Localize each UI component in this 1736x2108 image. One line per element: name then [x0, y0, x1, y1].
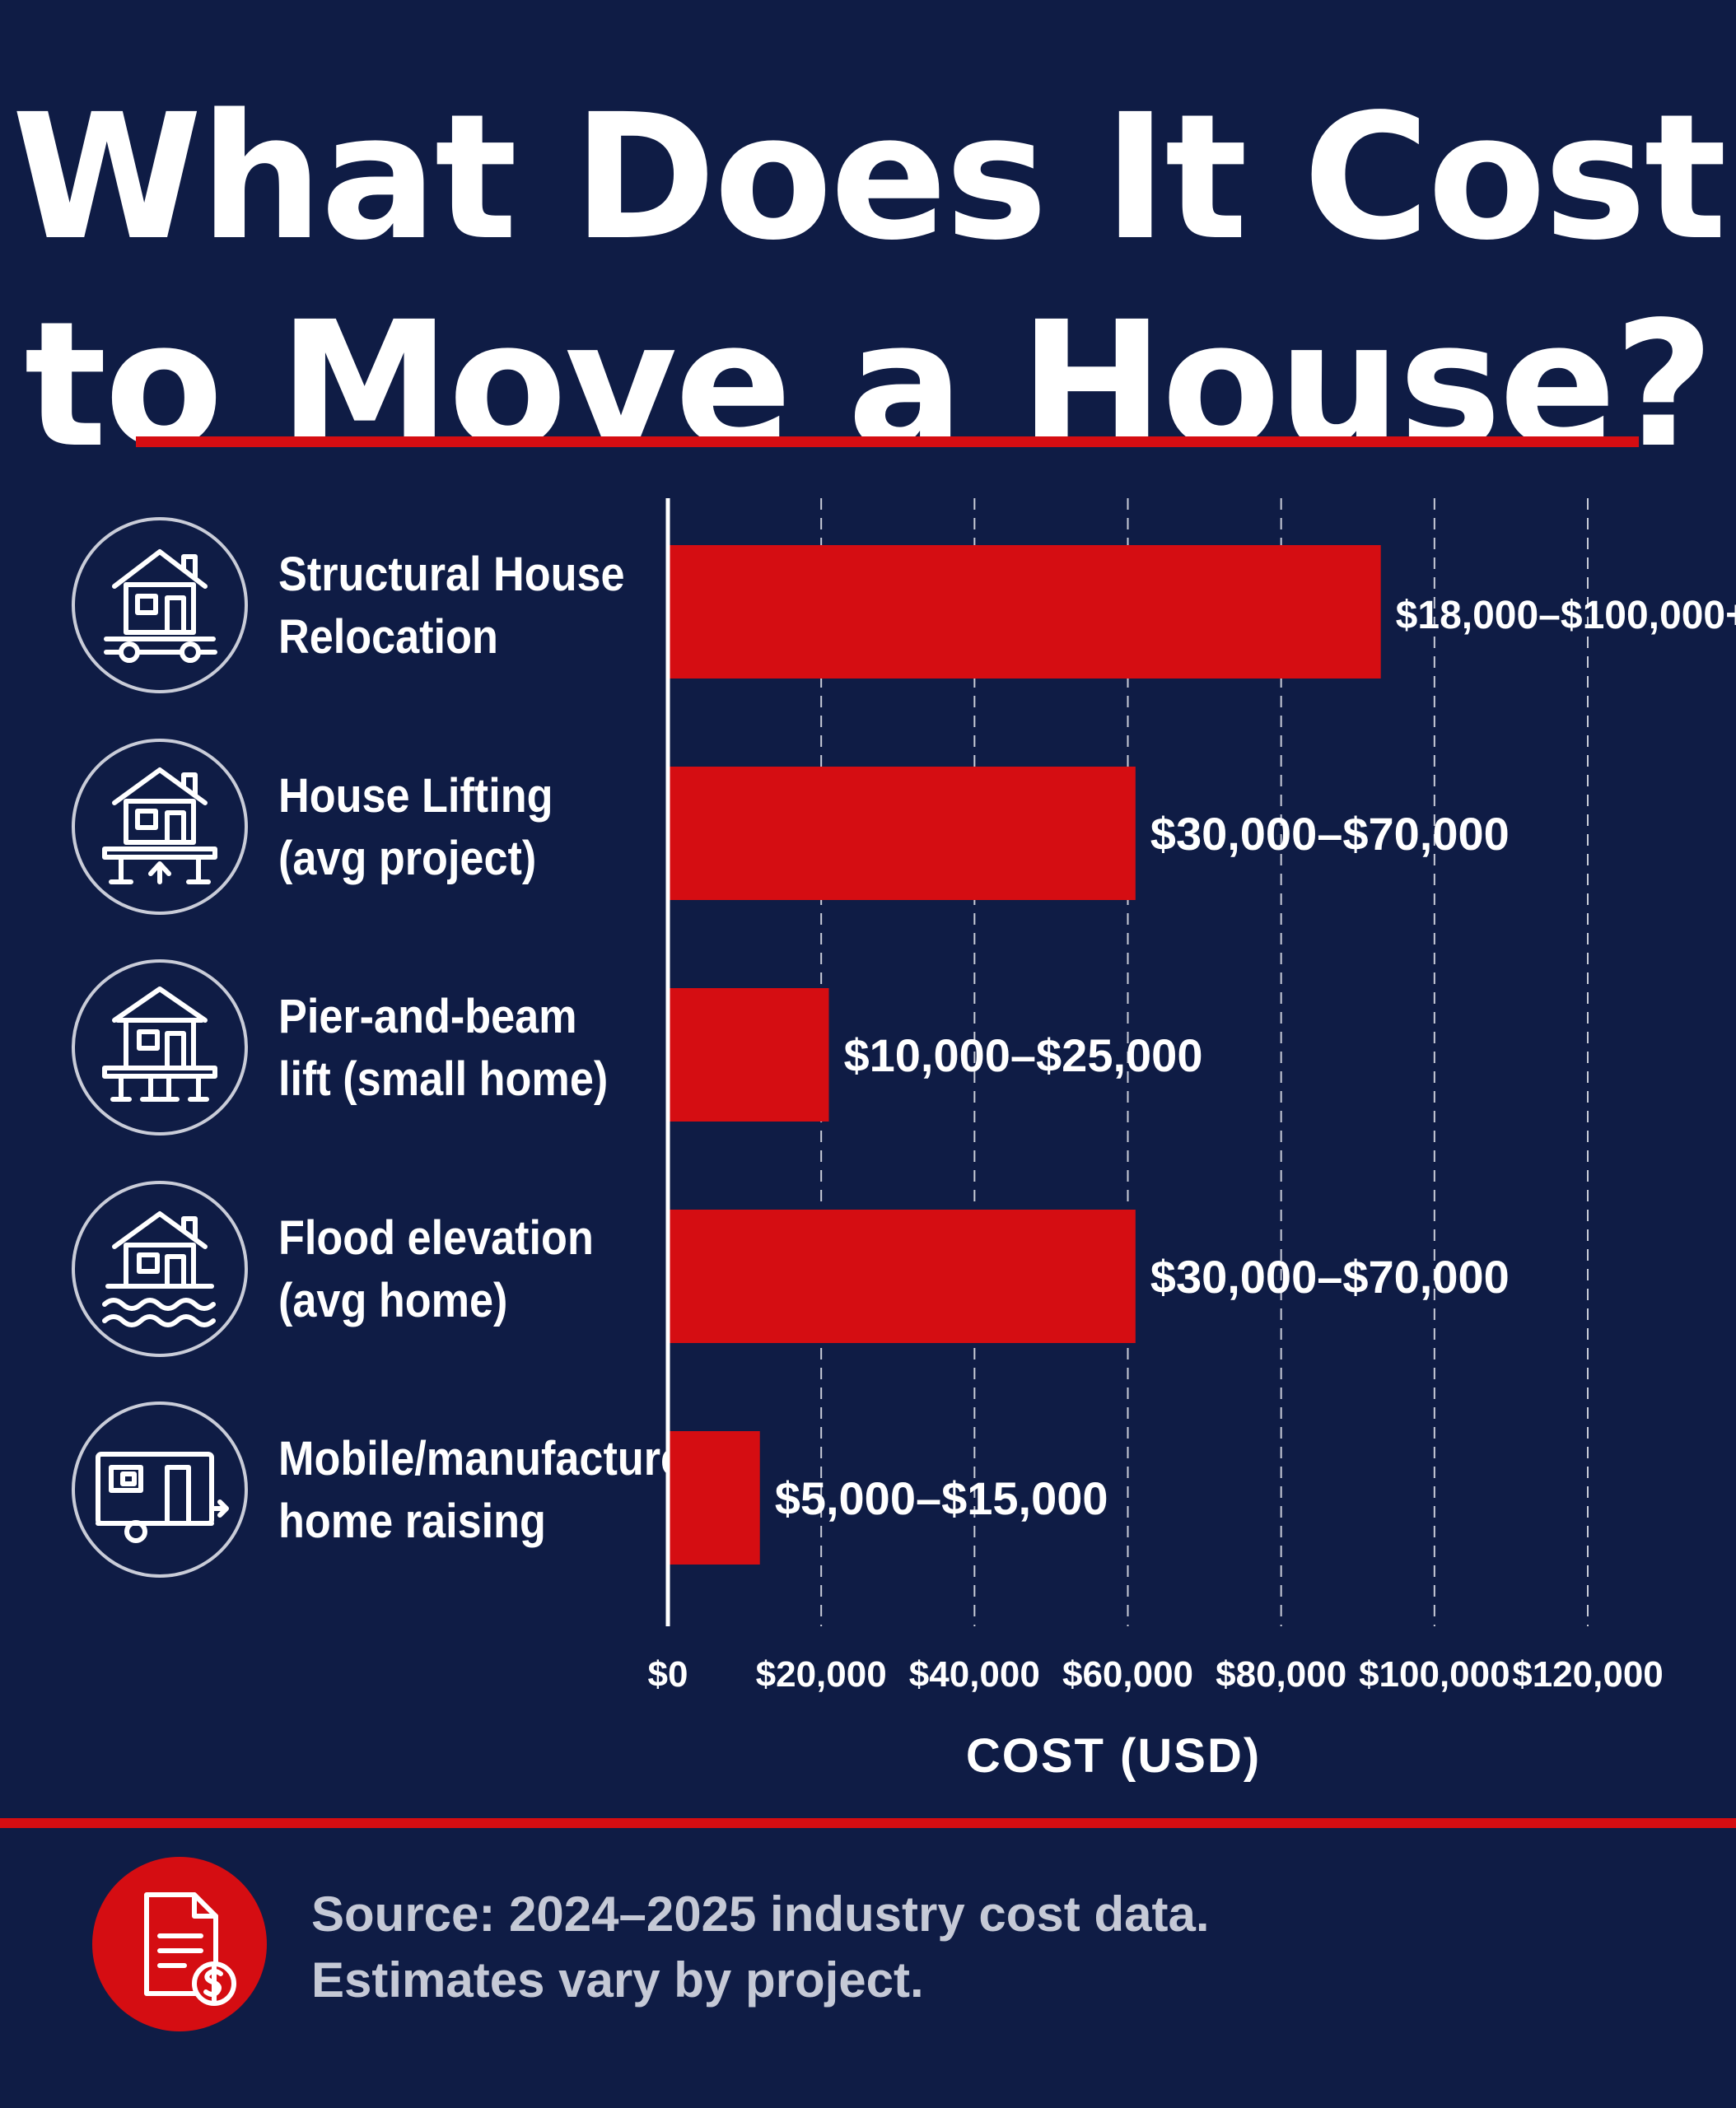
x-tick-label: $120,000: [1512, 1654, 1664, 1695]
row-label-line-1: Pier-and-beam: [278, 990, 577, 1043]
x-axis: $0 $20,000 $40,000 $60,000 $80,000 $100,000 $1…: [648, 1654, 1664, 1695]
grid-lines: [820, 498, 1589, 1626]
bar-value-label: $30,000–$70,000: [1150, 1251, 1510, 1303]
document-dollar-icon: [92, 1857, 267, 2031]
bar-value-label: $10,000–$25,000: [843, 1029, 1202, 1081]
x-tick-label: $60,000: [1062, 1654, 1193, 1695]
pier-and-beam-house-icon: [72, 959, 248, 1136]
title-line-1: What Does It Cost: [12, 77, 1727, 278]
row-label-line-1: House Lifting: [278, 769, 553, 823]
row-label-line-1: Flood elevation: [278, 1211, 594, 1265]
bar: [668, 767, 1136, 900]
bar: [668, 988, 829, 1122]
source-note: Source: 2024–2025 industry cost data. Es…: [311, 1882, 1547, 2013]
house-on-trailer-icon: [72, 517, 248, 693]
chart-title: What Does It Cost to Move a House?: [0, 74, 1736, 489]
source-line-1: Source: 2024–2025 industry cost data.: [311, 1886, 1210, 1942]
row-label-line-1: Structural House: [278, 548, 625, 601]
footer-divider: [0, 1818, 1736, 1828]
row-label-structural-relocation: Structural House Relocation: [278, 543, 634, 669]
row-label-line-2: Relocation: [278, 610, 498, 664]
bar-value-label: $18,000–$100,000+: [1396, 594, 1736, 637]
bar: [668, 1210, 1136, 1343]
house-flood-icon: [72, 1181, 248, 1357]
x-tick-label: $100,000: [1359, 1654, 1510, 1695]
mobile-home-icon: [72, 1401, 248, 1578]
house-lifting-icon: [72, 739, 248, 915]
bar-value-label: $30,000–$70,000: [1150, 808, 1510, 860]
bar: [668, 1431, 760, 1565]
row-label-line-2: home raising: [278, 1495, 546, 1548]
row-label-line-2: (avg home): [278, 1274, 508, 1327]
cost-bar-chart: $18,000–$100,000+ $30,000–$70,000 $10,000–…: [648, 498, 1736, 1783]
title-underline: [136, 436, 1639, 447]
x-axis-title: COST (USD): [966, 1729, 1261, 1783]
x-tick-label: $80,000: [1216, 1654, 1346, 1695]
source-line-2: Estimates vary by project.: [311, 1952, 924, 2008]
bar: [668, 545, 1381, 679]
x-tick-label: $40,000: [909, 1654, 1040, 1695]
bars: $18,000–$100,000+ $30,000–$70,000 $10,000–…: [668, 545, 1736, 1565]
x-tick-label: $0: [648, 1654, 688, 1695]
bar-value-label: $5,000–$15,000: [775, 1472, 1108, 1524]
x-tick-label: $20,000: [756, 1654, 887, 1695]
row-label-house-lifting: House Lifting (avg project): [278, 765, 634, 890]
title-line-2: to Move a House?: [24, 284, 1714, 486]
row-label-line-2: lift (small home): [278, 1052, 609, 1106]
row-label-flood-elevation: Flood elevation (avg home): [278, 1207, 634, 1332]
row-label-pier-and-beam: Pier-and-beam lift (small home): [278, 986, 634, 1111]
row-label-line-2: (avg project): [278, 832, 537, 885]
